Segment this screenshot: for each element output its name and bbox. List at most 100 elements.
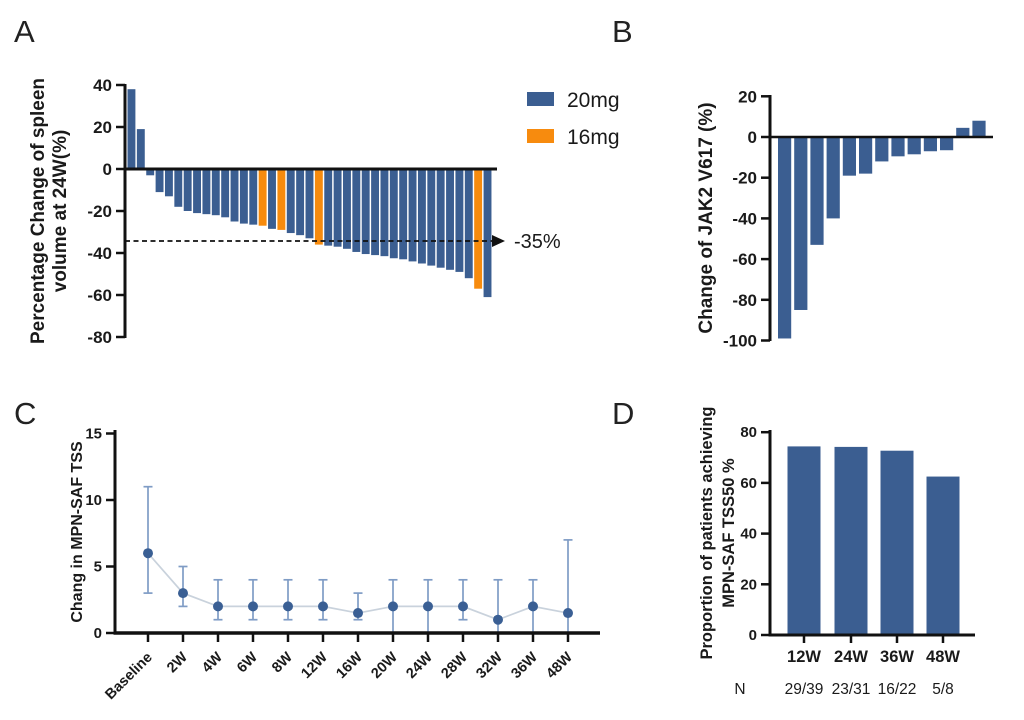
y-tick-label: 60 [740,475,757,492]
data-point [178,588,188,599]
waterfall-bar-20mg [464,169,473,279]
waterfall-bar [778,137,792,339]
waterfall-bar-20mg [268,169,276,229]
data-point [213,601,223,612]
waterfall-bar-20mg [427,169,436,266]
y-tick-label: 0 [94,625,102,642]
y-tick-label: 40 [740,526,757,543]
x-tick-label: 12W [787,648,821,666]
waterfall-bar-16mg [474,169,483,289]
waterfall-bar [826,137,840,219]
data-point [563,608,573,619]
n-value: 5/8 [932,681,954,698]
panel-d-tss50-bar-chart: 0 20 40 60 80 12W 24W 36W 48W N 29/39 23/31 16/22 5/8… [698,406,975,698]
data-point [423,601,433,612]
waterfall-bar [875,137,889,162]
data-point [143,548,153,559]
x-tick-label: 36W [880,648,914,666]
x-tick-label: 24W [834,648,868,666]
panel-d-letter: D [612,396,635,431]
y-tick-label: 20 [740,576,757,593]
y-tick-label: 20 [93,118,112,137]
waterfall-bar-16mg [314,169,323,245]
waterfall-bar [859,137,873,174]
y-axis-title: Chang in MPN-SAF TSS [69,441,86,623]
waterfall-bar-20mg [164,169,173,197]
y-tick-label: 10 [85,492,102,509]
waterfall-bar [907,137,921,155]
waterfall-bar-20mg [436,169,445,268]
panel-c-letter: C [14,396,37,431]
waterfall-bar-20mg [296,169,305,236]
data-point [493,614,503,625]
waterfall-bar-20mg [193,169,201,214]
waterfall-bar-20mg [389,169,398,259]
y-tick-label: -100 [723,332,757,351]
panel-a-letter: A [14,14,35,49]
n-row-label: N [734,681,745,698]
x-tick-label: Baseline [102,650,155,703]
waterfall-bar-20mg [155,169,164,193]
waterfall-bar-20mg [361,169,370,255]
y-tick-label: 80 [740,424,757,441]
waterfall-bar-20mg [211,169,220,216]
waterfall-bar-20mg [202,169,211,215]
y-axis-title-line1: Percentage Change of spleen [28,78,49,344]
x-tick-label: 36W [508,649,541,682]
legend-label: 20mg [567,89,620,112]
data-point [318,601,328,612]
waterfall-bar-20mg [417,169,426,264]
x-tick-label: 20W [368,649,401,682]
data-point [528,601,538,612]
waterfall-bar-20mg [446,169,454,270]
y-axis-title-line2: MPN-SAF TSS50 % [720,458,738,608]
waterfall-bar-20mg [239,169,248,224]
y-tick-label: 20 [738,87,757,106]
panel-b-jak2-waterfall-chart: 20 0 -20 -40 -60 -80 -100 Change of JAK2 V617 (… [696,87,993,351]
y-tick-label: 15 [85,426,102,443]
n-value: 16/22 [878,681,917,698]
data-point [248,601,258,612]
y-tick-label: -40 [87,244,112,263]
y-tick-label: 5 [94,559,102,576]
y-tick-label: -80 [87,328,112,347]
y-tick-label: 0 [748,128,757,147]
waterfall-bar [810,137,824,245]
waterfall-bar-20mg [343,169,351,249]
panel-b-letter: B [612,14,633,49]
legend-swatch-16mg [527,129,554,143]
waterfall-bar-20mg [455,169,464,272]
arrowhead-icon [492,235,505,247]
waterfall-bar [923,137,937,152]
n-value: 23/31 [832,681,871,698]
waterfall-bar [891,137,905,157]
x-tick-label: 16W [333,649,366,682]
reference-line-label: -35% [514,231,561,253]
waterfall-bar-20mg [399,169,408,260]
bar-24W [834,446,868,635]
waterfall-bar-16mg [258,169,267,226]
data-point [353,608,363,619]
y-tick-label: 0 [749,627,757,644]
x-tick-label: 24W [403,649,436,682]
y-tick-label: 40 [93,76,112,95]
x-tick-label: 48W [926,648,960,666]
waterfall-bar-20mg [352,169,361,252]
waterfall-bar-20mg [324,169,333,246]
waterfall-bar [972,120,986,137]
waterfall-bar-16mg [277,169,286,230]
x-tick-label: 48W [543,649,576,682]
waterfall-bar-20mg [483,169,492,298]
y-tick-label: -60 [87,286,112,305]
waterfall-bar-20mg [146,169,155,176]
waterfall-bar-20mg [249,169,258,225]
data-point [458,601,468,612]
waterfall-bar-20mg [136,129,145,169]
waterfall-bar-20mg [286,169,295,234]
x-tick-label: 2W [164,649,191,676]
waterfall-bar-20mg [380,169,389,257]
y-axis-title: Change of JAK2 V617 (%) [696,102,717,333]
y-tick-label: -80 [732,291,757,310]
